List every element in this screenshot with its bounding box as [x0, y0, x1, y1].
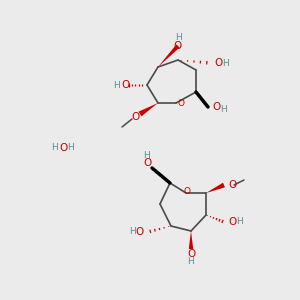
Text: O: O [143, 158, 151, 168]
Text: O: O [228, 180, 236, 190]
Polygon shape [206, 183, 225, 193]
Text: H: H [175, 34, 182, 43]
Text: O: O [184, 188, 190, 196]
Text: H: H [222, 58, 229, 68]
Text: O: O [228, 217, 236, 227]
Polygon shape [189, 231, 193, 249]
Text: H: H [52, 143, 58, 152]
Text: O: O [214, 58, 222, 68]
Text: O: O [178, 100, 184, 109]
Text: H: H [144, 151, 150, 160]
Text: O: O [212, 102, 220, 112]
Text: O: O [59, 143, 67, 153]
Text: H: H [114, 80, 120, 89]
Text: O: O [131, 112, 139, 122]
Polygon shape [158, 44, 180, 67]
Text: H: H [68, 143, 74, 152]
Text: O: O [121, 80, 129, 90]
Text: H: H [220, 106, 227, 115]
Text: O: O [187, 249, 195, 259]
Polygon shape [139, 103, 158, 116]
Text: H: H [188, 257, 194, 266]
Text: O: O [174, 41, 182, 51]
Text: H: H [129, 227, 136, 236]
Text: O: O [136, 227, 144, 237]
Text: H: H [236, 218, 243, 226]
